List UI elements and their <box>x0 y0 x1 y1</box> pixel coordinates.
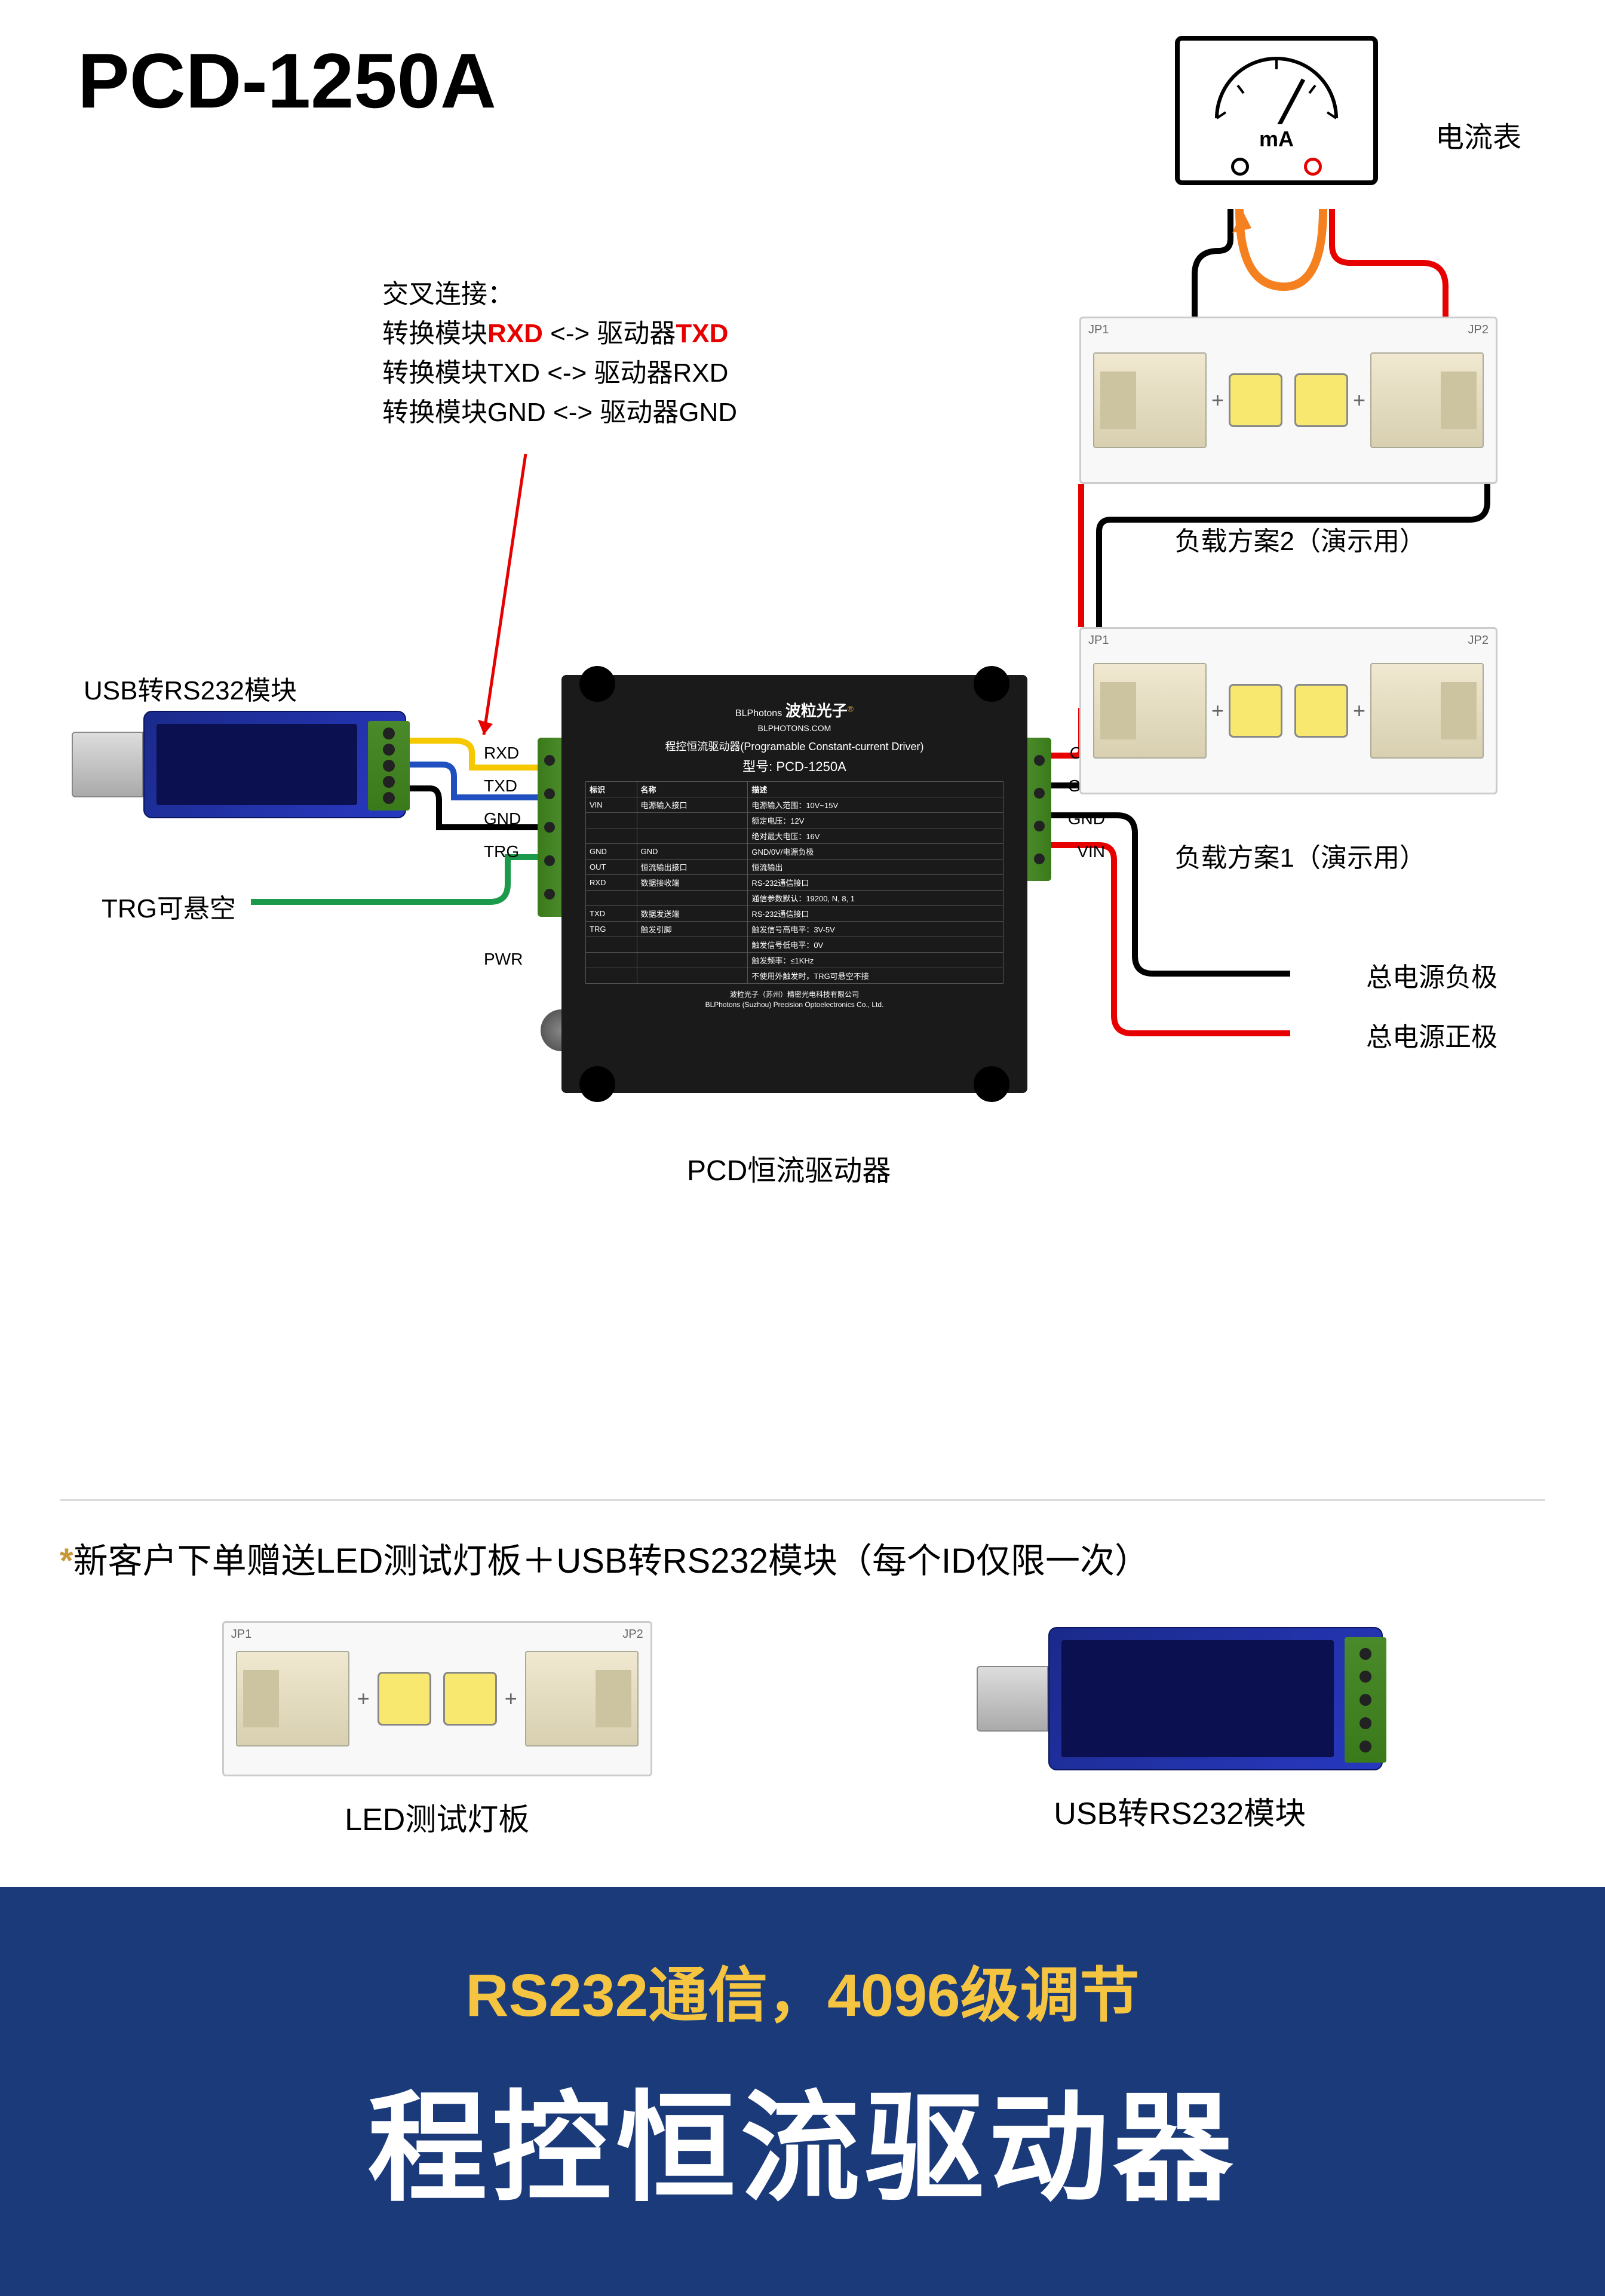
usb-body <box>1048 1627 1383 1770</box>
driver-label: PCD恒流驱动器 <box>687 1147 891 1189</box>
led-chip <box>443 1672 497 1726</box>
conn-line2: 转换模块TXD <-> 驱动器RXD <box>382 354 737 393</box>
gift-section: *新客户下单赠送LED测试灯板＋USB转RS232模块（每个ID仅限一次） JP… <box>0 1463 1605 1887</box>
conn-line3: 转换模块GND <-> 驱动器GND <box>382 393 737 432</box>
power-pos-label: 总电源正极 <box>1366 1015 1497 1054</box>
banner-subtitle: RS232通信，4096级调节 <box>24 1947 1581 2033</box>
usb-plug <box>72 732 143 797</box>
pcd-driver: RXD TXD GND TRG PWR OUT GND GND VIN BLPh… <box>561 675 1027 1093</box>
gift-usb-caption: USB转RS232模块 <box>977 1788 1383 1833</box>
led-board-1: JP1 JP2 + + <box>1079 627 1497 794</box>
usb-plug <box>977 1666 1048 1732</box>
gift-usb-module: USB转RS232模块 <box>977 1627 1383 1833</box>
gift-led-board: JP1 JP2 + + LED测试灯板 <box>222 1621 652 1839</box>
pin-vin: VIN <box>1077 842 1105 861</box>
pin-gnd-l: GND <box>484 809 521 828</box>
load1-label: 负载方案1（演示用） <box>1175 836 1426 874</box>
gift-note: *新客户下单赠送LED测试灯板＋USB转RS232模块（每个ID仅限一次） <box>60 1537 1545 1585</box>
driver-header: BLPhotons 波粒光子® BLPHOTONS.COM <box>585 699 1003 735</box>
driver-subtitle: 程控恒流驱动器(Programable Constant-current Dri… <box>585 738 1003 754</box>
pin-trg: TRG <box>484 842 519 861</box>
driver-right-terminal <box>1027 738 1051 881</box>
driver-spec-table: 标识名称描述 VIN电源输入接口电源输入范围：10V~15V额定电压：12V绝对… <box>585 781 1003 984</box>
banner: RS232通信，4096级调节 程控恒流驱动器 <box>0 1887 1605 2296</box>
usb-module-label: USB转RS232模块 <box>84 669 297 707</box>
gift-led-caption: LED测试灯板 <box>222 1794 652 1839</box>
led-connector <box>1370 352 1484 448</box>
led-board-2: JP1 JP2 + + <box>1079 317 1497 484</box>
led-chip <box>1294 373 1348 427</box>
led-connector <box>525 1651 639 1746</box>
led-chip <box>1229 684 1282 738</box>
trg-label: TRG可悬空 <box>102 887 236 925</box>
led-chip <box>1229 373 1282 427</box>
ammeter-neg-terminal <box>1231 158 1249 176</box>
usb-body <box>143 711 406 818</box>
power-neg-label: 总电源负极 <box>1366 956 1497 994</box>
conn-line1: 转换模块RXD <-> 驱动器TXD <box>382 314 737 354</box>
pin-rxd: RXD <box>484 744 519 763</box>
pin-gnd-r2: GND <box>1068 809 1105 828</box>
usb-rs232-module <box>72 711 406 818</box>
led-chip <box>1294 684 1348 738</box>
led-connector <box>236 1651 349 1746</box>
led-connector <box>1093 663 1207 759</box>
load2-label: 负载方案2（演示用） <box>1175 520 1426 558</box>
led-connector <box>1370 663 1484 759</box>
wiring-diagram: PCD-1250A <box>0 0 1605 1463</box>
ammeter-pos-terminal <box>1304 158 1322 176</box>
connection-note: 交叉连接： 转换模块RXD <-> 驱动器TXD 转换模块TXD <-> 驱动器… <box>382 275 737 432</box>
banner-title: 程控恒流驱动器 <box>24 2051 1581 2224</box>
ammeter: mA <box>1175 36 1378 203</box>
divider <box>60 1499 1545 1501</box>
driver-footer: 波粒光子（苏州）精密光电科技有限公司 BLPhotons (Suzhou) Pr… <box>585 990 1003 1010</box>
conn-heading: 交叉连接： <box>382 275 737 314</box>
driver-model: 型号: PCD-1250A <box>585 756 1003 775</box>
led-connector <box>1093 352 1207 448</box>
pin-pwr: PWR <box>484 950 523 969</box>
driver-left-terminal <box>538 738 561 917</box>
pin-txd: TXD <box>484 776 517 796</box>
ammeter-unit: mA <box>1259 127 1294 152</box>
led-chip <box>378 1672 431 1726</box>
